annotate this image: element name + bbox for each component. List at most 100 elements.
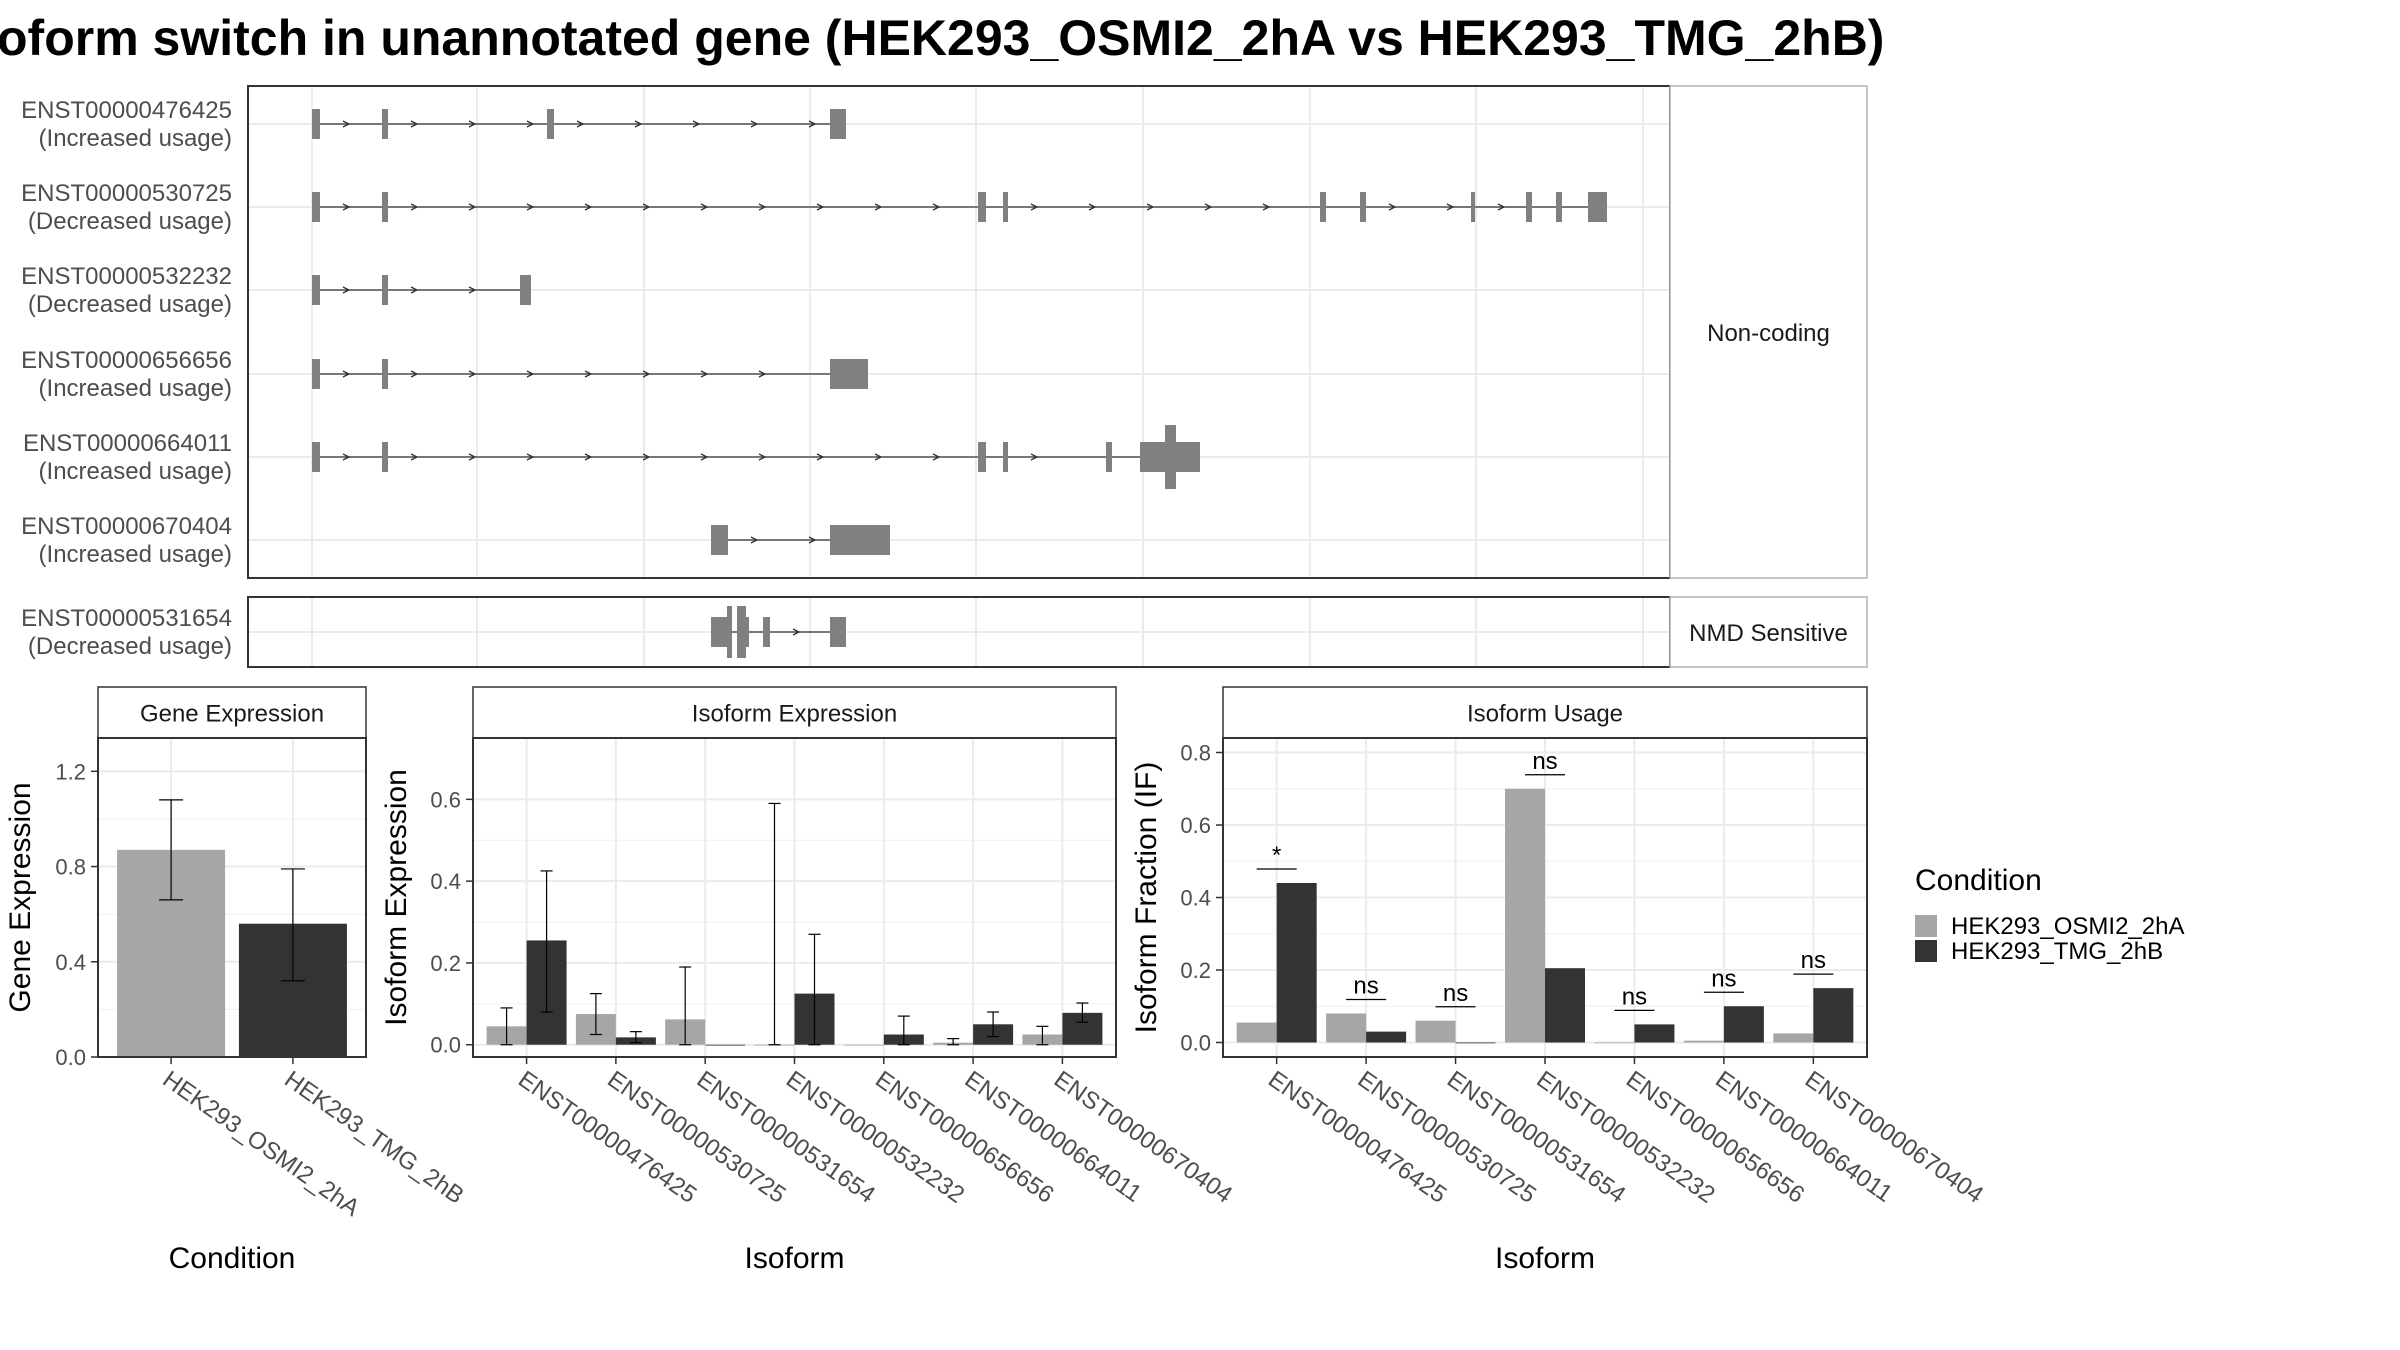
transcript-usage-label: (Decreased usage) bbox=[28, 208, 232, 235]
direction-arrow bbox=[342, 453, 351, 461]
y-tick-label: 1.2 bbox=[55, 759, 86, 784]
bar bbox=[1813, 988, 1854, 1043]
exon bbox=[1471, 192, 1475, 222]
exon bbox=[382, 275, 388, 305]
transcript-id-label: ENST00000656656 bbox=[21, 347, 232, 374]
exon bbox=[1556, 192, 1562, 222]
direction-arrow bbox=[634, 120, 643, 128]
y-tick-label: 0.4 bbox=[55, 950, 86, 975]
structure-panel-noncoding: ENST00000476425(Increased usage)ENST0000… bbox=[21, 85, 1868, 579]
isoform-expression-chart: Isoform Expression0.00.20.40.6ENST000004… bbox=[380, 686, 1237, 1275]
exon bbox=[746, 617, 749, 647]
exon bbox=[312, 275, 320, 305]
direction-arrow bbox=[1146, 203, 1155, 211]
exon bbox=[312, 192, 320, 222]
direction-arrow bbox=[692, 120, 701, 128]
direction-arrow bbox=[808, 536, 817, 544]
facet-strip bbox=[1669, 596, 1868, 668]
bar bbox=[1683, 1040, 1724, 1043]
direction-arrow bbox=[526, 453, 535, 461]
x-axis-title: Isoform bbox=[1495, 1242, 1595, 1275]
direction-arrow bbox=[932, 453, 941, 461]
direction-arrow bbox=[410, 203, 419, 211]
plot-title: oform switch in unannotated gene (HEK293… bbox=[0, 10, 1884, 66]
x-tick-label: HEK293_OSMI2_2hA bbox=[158, 1066, 365, 1222]
y-tick-label: 0.4 bbox=[1180, 886, 1211, 911]
exon bbox=[312, 442, 320, 472]
exon bbox=[312, 359, 320, 389]
transcript-usage-label: (Decreased usage) bbox=[28, 633, 232, 660]
exon bbox=[1003, 192, 1008, 222]
direction-arrow bbox=[468, 453, 477, 461]
direction-arrow bbox=[1030, 203, 1039, 211]
direction-arrow bbox=[468, 120, 477, 128]
direction-arrow bbox=[468, 203, 477, 211]
bar bbox=[1594, 1042, 1635, 1044]
legend-swatch-b bbox=[1915, 940, 1937, 962]
y-tick-label: 0.6 bbox=[1180, 813, 1211, 838]
exon bbox=[830, 359, 868, 389]
direction-arrow bbox=[816, 203, 825, 211]
facet-strip bbox=[1669, 85, 1868, 579]
significance-label: ns bbox=[1443, 980, 1468, 1007]
significance-label: ns bbox=[1801, 947, 1826, 974]
direction-arrow bbox=[792, 628, 801, 636]
direction-arrow bbox=[758, 203, 767, 211]
direction-arrow bbox=[1204, 203, 1213, 211]
y-axis-title: Gene Expression bbox=[4, 782, 37, 1012]
direction-arrow bbox=[750, 120, 759, 128]
direction-arrow bbox=[526, 120, 535, 128]
bar bbox=[1326, 1013, 1367, 1043]
direction-arrow bbox=[642, 370, 651, 378]
direction-arrow bbox=[526, 370, 535, 378]
bar bbox=[1773, 1033, 1814, 1043]
direction-arrow bbox=[808, 120, 817, 128]
direction-arrow bbox=[642, 203, 651, 211]
transcript-id-label: ENST00000530725 bbox=[21, 180, 232, 207]
exon bbox=[1003, 442, 1008, 472]
y-tick-label: 0.8 bbox=[55, 855, 86, 880]
significance-label: ns bbox=[1711, 965, 1736, 992]
exon bbox=[1106, 442, 1112, 472]
transcript-usage-label: (Increased usage) bbox=[39, 541, 232, 568]
structure-panel-bg bbox=[248, 86, 1670, 578]
direction-arrow bbox=[1088, 203, 1097, 211]
transcript-id-label: ENST00000532232 bbox=[21, 263, 232, 290]
exon bbox=[382, 192, 388, 222]
bar bbox=[1455, 1042, 1496, 1044]
direction-arrow bbox=[1030, 453, 1039, 461]
exon bbox=[727, 606, 732, 658]
direction-arrow bbox=[1446, 203, 1455, 211]
direction-arrow bbox=[410, 286, 419, 294]
bar bbox=[1505, 788, 1545, 1043]
legend-label-b: HEK293_TMG_2hB bbox=[1951, 938, 2163, 965]
exon bbox=[547, 109, 554, 139]
significance-label: ns bbox=[1622, 983, 1647, 1010]
legend-title: Condition bbox=[1915, 864, 2042, 897]
direction-arrow bbox=[342, 370, 351, 378]
y-tick-label: 0.2 bbox=[1180, 958, 1211, 983]
exon bbox=[1526, 192, 1532, 222]
direction-arrow bbox=[468, 286, 477, 294]
gene-expression-chart: Gene Expression 0.0 0.4 0.8 1.2 HEK293_OSMI2_… bbox=[4, 686, 469, 1275]
y-tick-label: 0.8 bbox=[1180, 741, 1211, 766]
y-axis-title: Isoform Expression bbox=[380, 769, 413, 1026]
direction-arrow bbox=[410, 120, 419, 128]
exon bbox=[830, 525, 890, 555]
transcript-usage-label: (Increased usage) bbox=[39, 125, 232, 152]
exon bbox=[1320, 192, 1326, 222]
direction-arrow bbox=[700, 203, 709, 211]
direction-arrow bbox=[584, 203, 593, 211]
isoform-usage-chart: Isoform Usage * ns ns ns ns ns ns 0.0 0.2 0.4 0.6 0.… bbox=[1130, 686, 1988, 1275]
y-axis-title: Isoform Fraction (IF) bbox=[1130, 762, 1163, 1034]
bar bbox=[1545, 968, 1585, 1043]
significance-label: * bbox=[1272, 842, 1281, 869]
direction-arrow bbox=[750, 536, 759, 544]
direction-arrow bbox=[874, 203, 883, 211]
legend-swatch-a bbox=[1915, 915, 1937, 937]
direction-arrow bbox=[526, 203, 535, 211]
significance-label: ns bbox=[1532, 748, 1557, 775]
facet-strip-label: Isoform Usage bbox=[1467, 701, 1623, 728]
transcript-usage-label: (Increased usage) bbox=[39, 458, 232, 485]
exon bbox=[763, 617, 770, 647]
